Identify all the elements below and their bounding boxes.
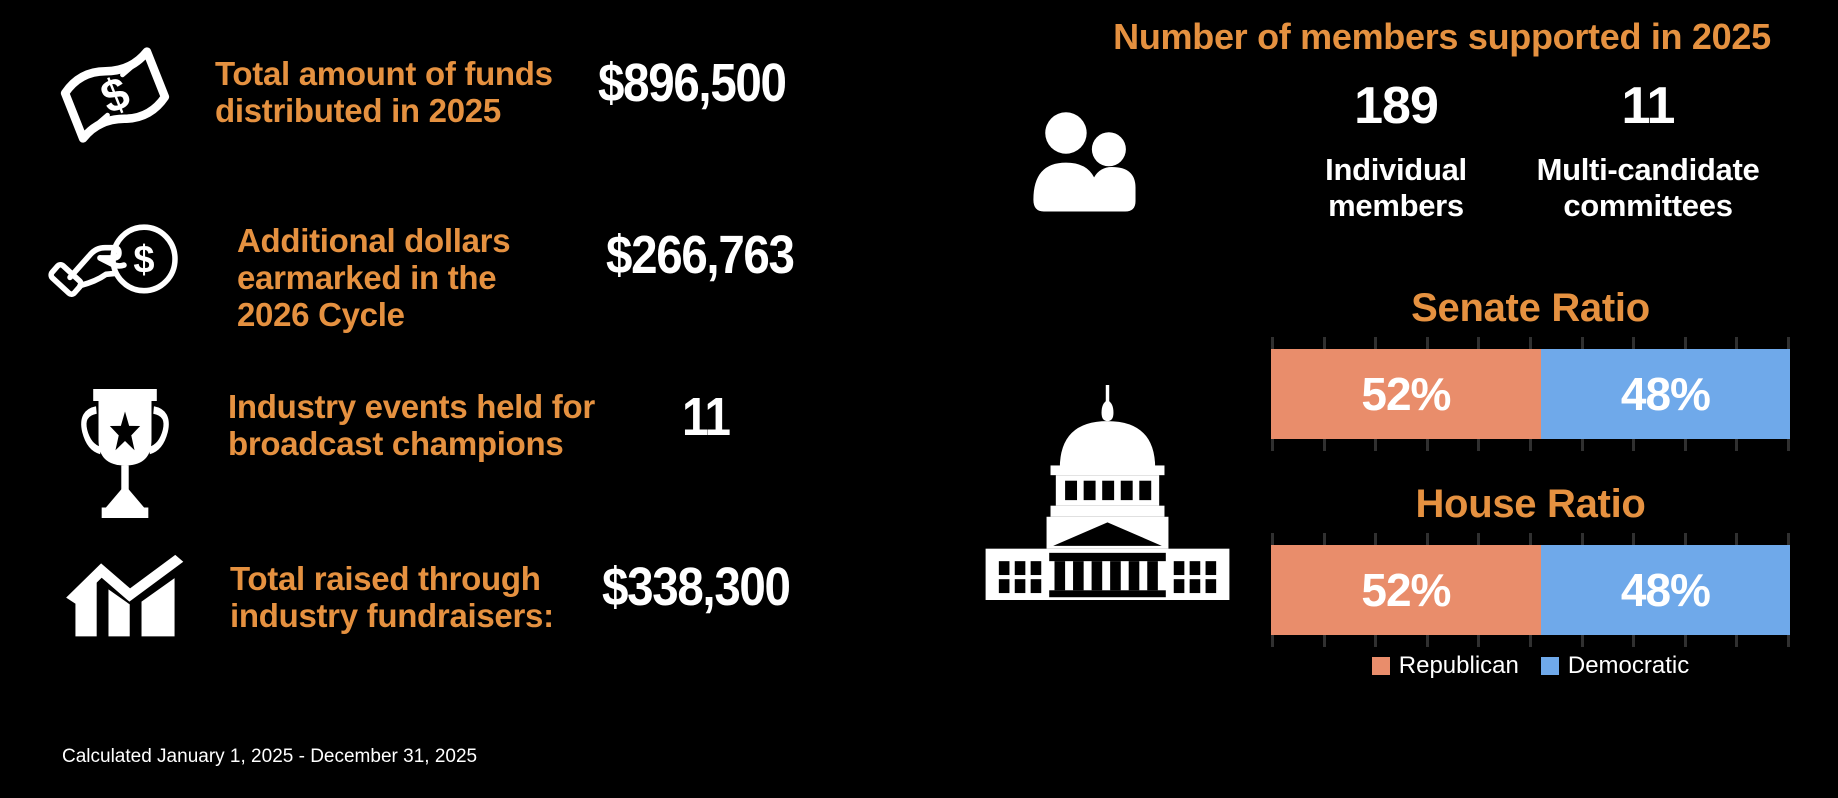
legend-item-republican: Republican — [1371, 652, 1519, 680]
people-icon — [1026, 96, 1174, 244]
capitol-icon — [975, 385, 1240, 600]
party-legend: Republican Democratic — [1271, 652, 1790, 680]
multi-candidate-committees-label: Multi-candidate committees — [1536, 152, 1760, 223]
multi-candidate-committees-count: 11 — [1621, 77, 1676, 135]
trophy-icon — [72, 380, 178, 530]
house-ratio-bar: 52% 48% — [1271, 545, 1790, 635]
hand-coin-icon: $ — [48, 220, 181, 302]
stat-value-earmarked: $266,763 — [606, 225, 795, 285]
house-ratio-chart: House Ratio 52% 48% — [1271, 482, 1790, 647]
stat-value-industry-events: 11 — [682, 387, 731, 447]
senate-republican-segment: 52% — [1271, 349, 1541, 439]
senate-democratic-segment: 48% — [1540, 349, 1790, 439]
chart-up-icon — [66, 548, 184, 642]
house-democratic-segment: 48% — [1540, 545, 1790, 635]
republican-swatch — [1371, 657, 1390, 675]
senate-axis-ticks-bottom — [1271, 439, 1790, 451]
svg-text:$: $ — [133, 238, 154, 282]
house-republican-segment: 52% — [1271, 545, 1541, 635]
republican-legend-label: Republican — [1398, 652, 1519, 679]
money-bill-icon: $ — [55, 34, 175, 156]
stat-label-earmarked: Additional dollars earmarked in the 2026… — [237, 222, 511, 333]
senate-ratio-title: Senate Ratio — [1411, 286, 1650, 330]
stat-label-funds-distributed: Total amount of funds distributed in 202… — [215, 55, 553, 129]
stat-value-funds-distributed: $896,500 — [598, 53, 787, 113]
democratic-swatch — [1540, 657, 1559, 675]
senate-ratio-chart: Senate Ratio 52% 48% — [1271, 286, 1790, 451]
legend-item-democratic: Democratic — [1540, 652, 1690, 680]
members-supported-title: Number of members supported in 2025 — [1113, 16, 1771, 57]
house-ratio-title: House Ratio — [1415, 482, 1646, 526]
calculation-period-note: Calculated January 1, 2025 - December 31… — [62, 746, 478, 767]
individual-members-stat: 189 Individual members — [1284, 76, 1508, 224]
house-axis-ticks-top — [1271, 533, 1790, 545]
senate-ratio-bar: 52% 48% — [1271, 349, 1790, 439]
multi-candidate-committees-stat: 11 Multi-candidate committees — [1515, 76, 1781, 224]
senate-axis-ticks-top — [1271, 337, 1790, 349]
stat-label-fundraisers: Total raised through industry fundraiser… — [230, 560, 554, 634]
svg-text:$: $ — [93, 66, 136, 124]
stat-value-fundraisers: $338,300 — [602, 557, 791, 617]
democratic-legend-label: Democratic — [1567, 652, 1690, 679]
house-axis-ticks-bottom — [1271, 635, 1790, 647]
individual-members-count: 189 — [1354, 77, 1439, 135]
individual-members-label: Individual members — [1325, 152, 1467, 223]
stat-label-industry-events: Industry events held for broadcast champ… — [228, 388, 595, 462]
